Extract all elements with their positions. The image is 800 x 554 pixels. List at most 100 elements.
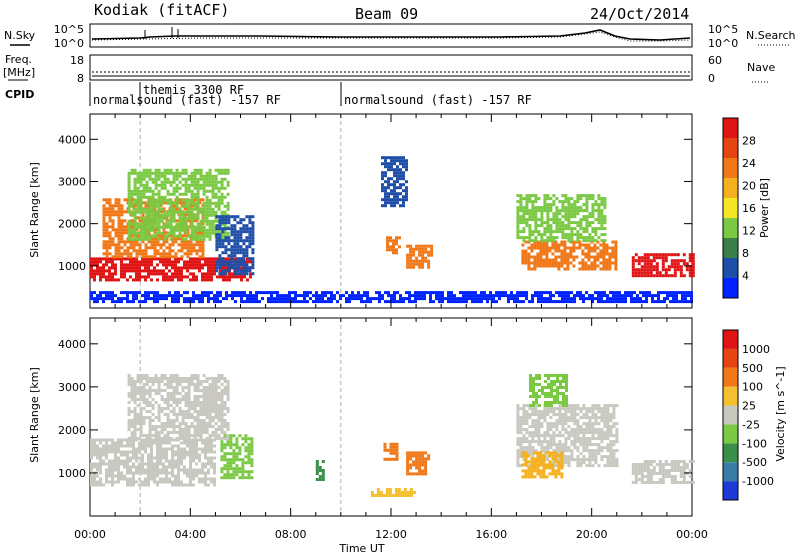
power-echo-cell [412,250,416,254]
power-echo-cell [390,177,393,181]
power-echo-cell [183,252,187,256]
power-echo-cell [375,297,378,301]
power-echo-cell [536,255,540,259]
velocity-echo-cell [178,410,182,413]
velocity-echo-cell [169,404,173,407]
power-echo-cell [148,216,152,220]
velocity-echo-cell [217,410,221,413]
power-echo-cell [181,225,185,229]
velocity-echo-cell [205,431,209,434]
power-echo-cell [180,246,184,250]
power-echo-cell [387,183,390,187]
velocity-echo-cell [175,389,179,392]
power-echo-cell [226,180,230,184]
power-echo-cell [537,230,541,234]
power-echo-cell [233,254,237,258]
velocity-echo-cell [96,462,99,466]
velocity-echo-cell [552,434,556,438]
velocity-echo-cell [546,422,550,426]
power-echo-cell [201,275,204,279]
power-echo-cell [324,294,327,298]
power-echo-cell [189,240,193,244]
power-echo-cell [96,266,99,270]
velocity-echo-cell [223,437,227,440]
power-echo-cell [189,278,192,282]
velocity-echo-cell [516,425,520,429]
velocity-echo-cell [93,465,96,469]
power-echo-cell [381,162,384,166]
power-echo-cell [204,263,207,267]
velocity-echo-cell [160,380,164,383]
power-echo-cell [540,300,543,304]
velocity-echo-cell [546,434,550,438]
power-echo-cell [534,215,538,219]
velocity-echo-cell [186,474,189,478]
power-echo-cell [594,233,598,237]
power-echo-cell [655,262,659,266]
velocity-echo-cell [187,392,191,395]
power-echo-cell [184,186,188,190]
velocity-echo-cell [183,441,186,445]
power-echo-cell [519,194,523,198]
velocity-echo-cell [141,468,144,472]
power-echo-cell [480,294,483,298]
power-echo-cell [207,266,210,270]
power-echo-cell [597,203,601,207]
velocity-echo-cell [159,480,162,484]
velocity-echo-cell [615,434,619,438]
power-echo-cell [522,197,526,201]
power-echo-cell [108,278,111,282]
power-echo-cell [465,291,468,295]
power-echo-cell [570,291,573,295]
velocity-echo-cell [247,437,251,441]
velocity-echo-cell [208,404,212,407]
power-echo-cell [561,215,565,219]
power-echo-cell [196,168,200,172]
velocity-echo-cell [93,438,96,442]
power-echo-cell [558,230,562,234]
power-echo-cell [369,300,372,304]
power-echo-cell [219,275,222,279]
velocity-echo-cell [123,453,126,457]
power-echo-cell [566,258,570,262]
velocity-echo-cell [594,404,598,408]
power-echo-cell [245,245,249,249]
power-echo-cell [554,261,558,265]
power-echo-cell [130,171,134,175]
power-echo-cell [138,263,141,267]
velocity-echo-cell [238,446,242,450]
power-echo-cell [599,252,603,256]
velocity-echo-cell [159,459,162,463]
velocity-echo-cell [597,449,601,453]
power-echo-cell [525,294,528,298]
power-echo-cell [536,261,540,265]
power-echo-cell [181,198,185,202]
velocity-echo-cell [220,398,224,401]
power-echo-cell [105,249,109,253]
power-echo-cell [245,266,249,270]
power-echo-cell [567,239,571,243]
power-echo-cell [105,269,108,273]
velocity-echo-cell [247,443,251,447]
power-echo-cell [402,159,405,163]
velocity-echo-cell [202,392,206,395]
velocity-echo-cell [99,438,102,442]
velocity-echo-cell [400,491,404,494]
power-echo-cell [233,233,237,237]
velocity-echo-cell [135,465,138,469]
power-echo-cell [145,186,149,190]
power-echo-cell [169,225,173,229]
power-echo-cell [579,224,583,228]
velocity-echo-cell [519,407,523,411]
velocity-echo-cell [558,431,562,435]
velocity-echo-cell [133,416,137,419]
power-echo-cell [172,171,176,175]
power-echo-cell [676,253,680,257]
velocity-echo-cell [133,389,137,392]
power-echo-cell [600,200,604,204]
power-echo-cell [102,198,106,202]
power-echo-cell [561,206,565,210]
power-echo-cell [207,257,210,261]
power-echo-cell [215,245,219,249]
velocity-echo-cell [250,464,254,468]
